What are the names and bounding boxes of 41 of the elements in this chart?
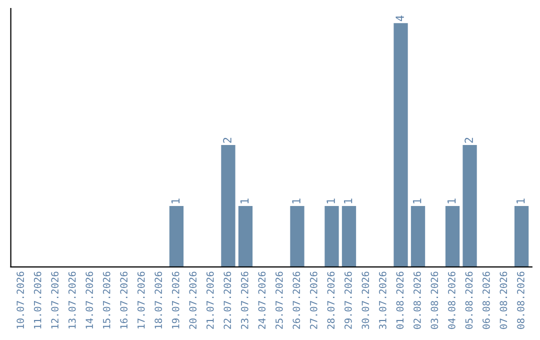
x-tick-label: 06.08.2026: [482, 272, 490, 329]
x-tick-label: 17.07.2026: [137, 272, 145, 328]
x-tick-label: 30.07.2026: [362, 272, 370, 329]
x-tick-label: 27.07.2026: [310, 272, 318, 329]
x-tick-label: 16.07.2026: [120, 272, 128, 328]
data-label: 2: [223, 138, 232, 143]
x-tick-label: 01.08.2026: [396, 272, 404, 329]
x-tick-label: 05.08.2026: [465, 272, 473, 329]
x-tick-label: 26.07.2026: [292, 272, 300, 329]
x-tick-label: 18.07.2026: [154, 272, 162, 328]
data-label: 1: [413, 198, 422, 204]
x-tick-label: 15.07.2026: [102, 272, 110, 328]
x-tick-label: 21.07.2026: [206, 272, 214, 329]
x-tick-label: 11.07.2026: [34, 272, 42, 328]
x-tick-label: 22.07.2026: [224, 272, 232, 329]
data-label: 1: [171, 198, 180, 204]
x-tick-label: 19.07.2026: [172, 272, 180, 328]
x-tick-label: 07.08.2026: [500, 272, 508, 329]
data-label: 1: [326, 198, 335, 204]
x-tick-label: 31.07.2026: [379, 272, 386, 329]
x-tick-label: 08.08.2026: [517, 272, 524, 329]
x-tick-label: 14.07.2026: [86, 272, 94, 328]
data-label: 2: [464, 138, 473, 143]
data-label: 4: [396, 16, 404, 22]
data-label: 1: [344, 198, 352, 204]
x-tick-label: 02.08.2026: [414, 272, 421, 329]
x-tick-label: 03.08.2026: [430, 272, 438, 329]
x-tick-label: 25.07.2026: [275, 272, 283, 329]
x-tick-label: 10.07.2026: [16, 272, 24, 328]
x-tick-label: 20.07.2026: [189, 272, 197, 329]
x-tick-label: 23.07.2026: [240, 272, 248, 329]
data-label: 1: [292, 198, 300, 204]
data-label: 1: [240, 198, 249, 204]
x-tick-label: 29.07.2026: [344, 272, 352, 329]
x-tick-label: 04.08.2026: [448, 272, 456, 329]
x-tick-label: 24.07.2026: [258, 272, 266, 329]
data-label: 1: [448, 198, 456, 204]
x-tick-label: 13.07.2026: [68, 272, 76, 328]
x-tick-label: 12.07.2026: [51, 272, 59, 328]
data-label: 1: [516, 198, 525, 204]
x-tick-label: 28.07.2026: [327, 272, 335, 329]
